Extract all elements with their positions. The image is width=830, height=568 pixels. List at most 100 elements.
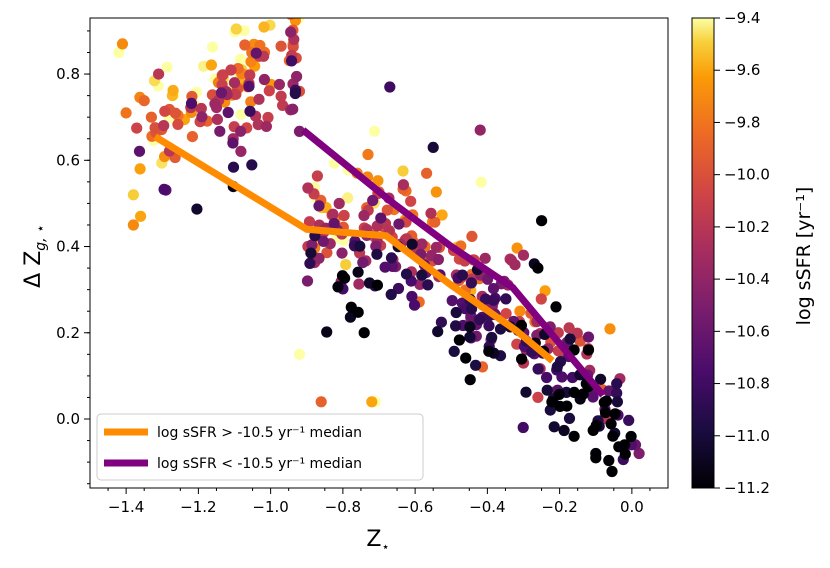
scatter-point [450, 306, 462, 319]
scatter-point [358, 210, 370, 222]
scatter-point [465, 277, 477, 289]
scatter-point [214, 125, 226, 137]
x-axis-ticks: −1.4 −1.2 −1.0 −0.8 −0.6 −0.4 −0.2 0.0 [107, 488, 651, 516]
scatter-point [293, 348, 306, 360]
median-lines [153, 127, 606, 398]
scatter-point [357, 256, 369, 269]
scatter-point [134, 163, 146, 175]
scatter-point [321, 326, 333, 338]
scatter-point [446, 295, 458, 307]
scatter-point [235, 145, 247, 157]
scatter-point [149, 122, 161, 134]
scatter-point [464, 321, 476, 333]
scatter-point [406, 238, 418, 250]
y-tick-label: 0.4 [56, 238, 80, 256]
scatter-point [145, 111, 157, 123]
scatter-point [317, 235, 329, 247]
scatter-point [196, 111, 208, 123]
scatter-point [405, 195, 417, 207]
scatter-point [416, 269, 428, 281]
scatter-point [430, 186, 442, 198]
plot-frame [89, 17, 669, 489]
scatter-point [243, 80, 255, 92]
y-axis-label-main: Δ Z [21, 251, 46, 288]
scatter-point [235, 125, 247, 137]
scatter-point [328, 218, 340, 230]
scatter-point [532, 391, 544, 403]
scatter-point [353, 278, 365, 290]
scatter-point [425, 207, 437, 219]
scatter-point [625, 430, 637, 443]
scatter-point [243, 4, 254, 15]
scatter-points [113, 4, 645, 478]
scatter-point [342, 192, 354, 204]
scatter-point [289, 87, 301, 100]
scatter-point [345, 301, 357, 313]
scatter-point [358, 327, 370, 339]
scatter-point [362, 148, 374, 161]
scatter-point [292, 5, 303, 16]
scatter-point [568, 386, 580, 398]
scatter-point [306, 239, 318, 251]
scatter-point [336, 247, 348, 259]
scatter-point [367, 194, 379, 207]
scatter-point [487, 283, 500, 295]
scatter-point [466, 303, 478, 315]
scatter-point [397, 179, 409, 191]
scatter-point [432, 326, 444, 338]
scatter-point [609, 408, 621, 420]
scatter-point [366, 396, 378, 408]
scatter-point [161, 61, 173, 73]
scatter-point [215, 87, 227, 99]
scatter-point [541, 371, 553, 384]
scatter-point [302, 182, 314, 194]
colorbar-tick-label: −9.6 [724, 61, 760, 79]
scatter-point [619, 439, 631, 451]
scatter-point [511, 242, 523, 254]
scatter-point [211, 113, 223, 125]
scatter-point [303, 216, 316, 228]
scatter-point [169, 107, 182, 119]
scatter-point [406, 290, 418, 303]
scatter-point [273, 78, 285, 91]
scatter-point [286, 55, 298, 67]
scatter-point [352, 266, 364, 278]
scatter-point [587, 424, 599, 436]
colorbar-tick-label: −11.0 [724, 427, 770, 445]
scatter-point [262, 111, 274, 124]
scatter-point [587, 391, 599, 403]
scatter-point [435, 316, 447, 328]
scatter-point [432, 253, 444, 266]
legend-box [96, 413, 424, 481]
scatter-point [450, 320, 462, 332]
scatter-point [186, 131, 198, 143]
scatter-point [258, 21, 270, 33]
scatter-point [550, 301, 562, 313]
scatter-point [479, 252, 491, 264]
scatter-point [466, 230, 478, 242]
scatter-point [422, 279, 434, 291]
scatter-point [517, 249, 530, 261]
scatter-point [185, 97, 198, 109]
scatter-point [227, 137, 239, 149]
scatter-point [234, 53, 247, 65]
scatter-point [448, 345, 460, 357]
scatter-point [561, 400, 573, 412]
scatter-point [474, 124, 486, 136]
scatter-point [133, 145, 146, 157]
scatter-point [619, 448, 631, 460]
scatter-point [305, 247, 317, 259]
y-tick-label: 0.8 [56, 65, 80, 83]
scatter-point [158, 120, 170, 132]
scatter-point [393, 218, 405, 230]
scatter-point [385, 288, 397, 301]
y-axis-ticks: 0.0 0.2 0.4 0.6 0.8 [56, 30, 90, 485]
colorbar-ticks: −9.4 −9.6 −9.8 −10.0 −10.2 −10.4 −10.6 −10.8 −11… [714, 9, 770, 497]
scatter-point [607, 430, 619, 442]
scatter-point [371, 248, 383, 260]
scatter-point [275, 90, 287, 102]
x-tick-label: −1.0 [252, 498, 288, 516]
scatter-point [135, 210, 147, 222]
scatter-point [548, 421, 560, 433]
scatter-point [384, 81, 396, 93]
